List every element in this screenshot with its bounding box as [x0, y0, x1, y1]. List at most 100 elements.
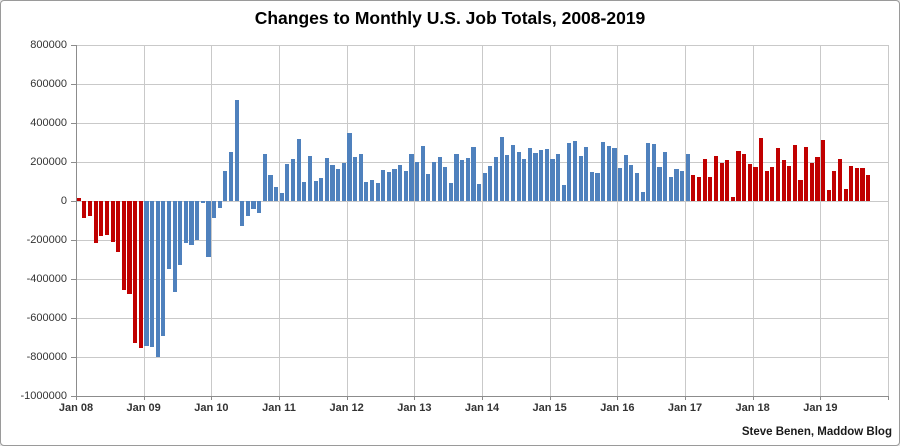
month-bar — [330, 164, 335, 201]
month-bar — [82, 201, 87, 218]
x-axis-label: Jan 15 — [532, 402, 567, 414]
month-bar — [493, 157, 499, 201]
month-bar — [809, 162, 814, 201]
month-bar — [798, 179, 803, 201]
month-bar — [234, 99, 239, 201]
month-bar — [166, 201, 172, 270]
month-bar — [696, 176, 702, 201]
gridline-vertical — [482, 45, 483, 396]
month-bar — [189, 201, 194, 245]
month-bar — [826, 190, 831, 201]
x-axis-tick — [346, 396, 348, 400]
y-axis-tick — [71, 123, 76, 124]
month-bar — [691, 174, 696, 201]
month-bar — [212, 201, 217, 218]
month-bar — [454, 154, 459, 201]
month-bar — [764, 170, 769, 201]
month-bar — [223, 170, 228, 201]
month-bar — [240, 201, 245, 227]
month-bar — [860, 167, 865, 201]
month-bar — [713, 156, 719, 201]
y-axis-tick — [71, 318, 76, 319]
month-bar — [290, 159, 296, 201]
month-bar — [804, 147, 809, 201]
month-bar — [195, 201, 200, 240]
month-bar — [336, 168, 341, 201]
month-bar — [544, 149, 549, 201]
month-bar — [505, 155, 510, 201]
month-bar — [341, 162, 346, 201]
gridline-vertical — [888, 45, 889, 396]
month-bar — [634, 172, 640, 201]
month-bar — [516, 152, 521, 201]
month-bar — [572, 140, 578, 201]
y-axis-tick — [71, 396, 76, 397]
y-axis-tick — [71, 201, 76, 202]
month-bar — [837, 159, 843, 201]
y-axis-label: 600000 — [30, 78, 67, 90]
month-bar — [674, 168, 679, 201]
month-bar — [482, 172, 487, 201]
month-bar — [121, 201, 126, 290]
month-bar — [448, 183, 453, 201]
month-bar — [668, 176, 673, 201]
x-axis-label: Jan 10 — [194, 402, 229, 414]
month-bar — [578, 156, 583, 201]
month-bar — [533, 153, 538, 201]
x-axis-tick — [685, 396, 686, 400]
month-bar — [369, 179, 375, 201]
month-bar — [296, 138, 301, 201]
month-bar — [460, 160, 465, 201]
x-axis-label: Jan 17 — [667, 402, 703, 414]
month-bar — [228, 152, 234, 201]
x-axis-tick — [76, 396, 77, 400]
chart-title: Changes to Monthly U.S. Job Totals, 2008… — [254, 8, 646, 28]
x-axis-tick — [549, 396, 551, 400]
month-bar — [172, 201, 177, 292]
x-axis-label: Jan 14 — [464, 402, 500, 414]
month-bar — [623, 155, 628, 201]
month-bar — [775, 148, 781, 201]
month-bar — [76, 198, 81, 201]
month-bar — [471, 147, 476, 201]
gridline-vertical — [211, 45, 213, 396]
month-bar — [443, 166, 448, 201]
month-bar — [375, 183, 380, 201]
month-bar — [93, 201, 98, 243]
month-bar — [133, 201, 138, 344]
x-axis-label: Jan 08 — [58, 402, 94, 414]
month-bar — [499, 136, 504, 201]
month-bar — [465, 158, 470, 201]
month-bar — [127, 201, 132, 294]
month-bar — [629, 164, 634, 201]
y-axis-label: -1000000 — [20, 390, 68, 402]
x-axis-label: Jan 12 — [329, 402, 364, 414]
gridline-vertical — [143, 45, 145, 396]
y-axis-label: 200000 — [30, 156, 67, 168]
month-bar — [178, 201, 183, 266]
month-bar — [324, 158, 329, 201]
y-axis-tick — [71, 162, 76, 163]
month-bar — [302, 181, 307, 201]
month-bar — [787, 165, 792, 201]
y-axis-label: -400000 — [26, 273, 67, 285]
month-bar — [832, 170, 837, 201]
month-bar — [601, 141, 606, 201]
month-bar — [386, 171, 391, 201]
y-axis-label: 800000 — [30, 39, 67, 51]
month-bar — [161, 201, 166, 336]
month-bar — [792, 145, 797, 201]
month-bar — [285, 163, 290, 201]
x-axis-tick — [211, 396, 213, 400]
month-bar — [206, 201, 211, 257]
month-bar — [274, 187, 279, 201]
gridline-vertical — [76, 45, 77, 396]
month-bar — [155, 201, 160, 357]
month-bar — [595, 172, 600, 201]
month-bar — [352, 157, 358, 201]
month-bar — [730, 197, 735, 201]
month-bar — [279, 193, 284, 201]
gridline-vertical — [549, 45, 551, 396]
month-bar — [217, 201, 222, 208]
